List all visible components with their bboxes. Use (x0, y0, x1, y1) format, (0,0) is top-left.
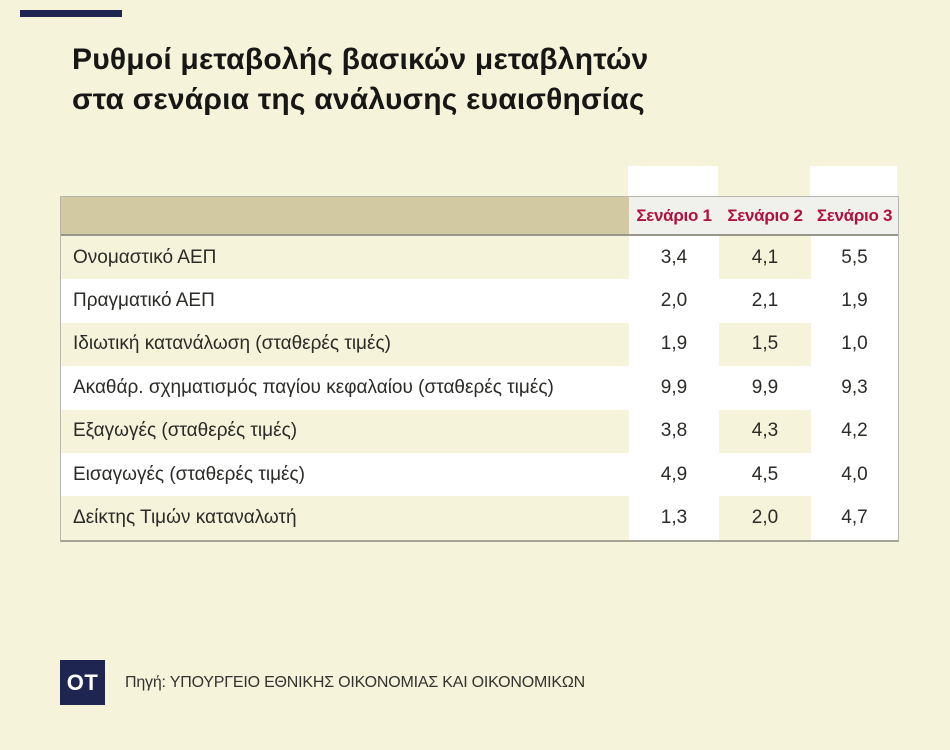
column-header-scenario-2: Σενάριο 2 (719, 197, 811, 234)
row-label: Πραγματικό ΑΕΠ (61, 279, 629, 323)
table-row: Ονομαστικό ΑΕΠ 3,4 4,1 5,5 (61, 236, 898, 280)
sensitivity-scenarios-table: Σενάριο 1 Σενάριο 2 Σενάριο 3 Ονομαστικό Α… (60, 196, 899, 542)
value-cell-scenario-3: 1,0 (811, 322, 898, 367)
value-cell-scenario-2: 2,0 (719, 496, 811, 540)
value-cell-scenario-3: 9,3 (811, 366, 898, 410)
table-header-label-cell (61, 197, 629, 234)
footer: OT Πηγή: ΥΠΟΥΡΓΕΙΟ ΕΘΝΙΚΗΣ ΟΙΚΟΝΟΜΙΑΣ ΚΑ… (60, 660, 585, 705)
column-header-scenario-1: Σενάριο 1 (629, 197, 719, 234)
value-cell-scenario-2: 9,9 (719, 366, 811, 410)
ot-logo-text: OT (66, 669, 99, 695)
value-cell-scenario-2: 4,3 (719, 409, 811, 453)
column-highlight-band-scenario1 (628, 166, 718, 196)
value-cell-scenario-3: 1,9 (811, 279, 898, 323)
table-row: Εισαγωγές (σταθερές τιμές) 4,9 4,5 4,0 (61, 452, 898, 497)
accent-bar (20, 10, 122, 17)
value-cell-scenario-2: 1,5 (719, 322, 811, 367)
row-label: Ιδιωτική κατανάλωση (σταθερές τιμές) (61, 322, 629, 367)
ot-logo: OT (60, 660, 105, 705)
row-label: Ακαθάρ. σχηματισμός παγίου κεφαλαίου (στ… (61, 366, 629, 410)
table-row: Εξαγωγές (σταθερές τιμές) 3,8 4,3 4,2 (61, 409, 898, 453)
row-label: Εξαγωγές (σταθερές τιμές) (61, 409, 629, 453)
table-row: Ακαθάρ. σχηματισμός παγίου κεφαλαίου (στ… (61, 366, 898, 410)
value-cell-scenario-1: 3,8 (629, 409, 719, 453)
value-cell-scenario-3: 4,7 (811, 496, 898, 540)
page-title-line2: στα σενάρια της ανάλυσης ευαισθησίας (72, 83, 645, 116)
row-label: Εισαγωγές (σταθερές τιμές) (61, 452, 629, 497)
row-label: Ονομαστικό ΑΕΠ (61, 236, 629, 280)
value-cell-scenario-1: 9,9 (629, 366, 719, 410)
page-title-line1: Ρυθμοί μεταβολής βασικών μεταβλητών (72, 43, 649, 76)
source-text: Πηγή: ΥΠΟΥΡΓΕΙΟ ΕΘΝΙΚΗΣ ΟΙΚΟΝΟΜΙΑΣ ΚΑΙ Ο… (125, 673, 585, 691)
page-title: Ρυθμοί μεταβολής βασικών μεταβλητών στα … (72, 40, 648, 120)
value-cell-scenario-1: 2,0 (629, 279, 719, 323)
value-cell-scenario-2: 2,1 (719, 279, 811, 323)
value-cell-scenario-3: 4,0 (811, 452, 898, 497)
value-cell-scenario-3: 4,2 (811, 409, 898, 453)
value-cell-scenario-1: 1,3 (629, 496, 719, 540)
table-row: Ιδιωτική κατανάλωση (σταθερές τιμές) 1,9 1… (61, 322, 898, 367)
value-cell-scenario-3: 5,5 (811, 236, 898, 280)
column-highlight-band-scenario3 (810, 166, 897, 196)
value-cell-scenario-1: 4,9 (629, 452, 719, 497)
table-row: Πραγματικό ΑΕΠ 2,0 2,1 1,9 (61, 279, 898, 323)
value-cell-scenario-2: 4,5 (719, 452, 811, 497)
table-body: Ονομαστικό ΑΕΠ 3,4 4,1 5,5 Πραγματικό ΑΕΠ 2,0… (61, 236, 898, 540)
table-row: Δείκτης Τιμών καταναλωτή 1,3 2,0 4,7 (61, 496, 898, 540)
value-cell-scenario-1: 3,4 (629, 236, 719, 280)
row-label: Δείκτης Τιμών καταναλωτή (61, 496, 629, 540)
value-cell-scenario-2: 4,1 (719, 236, 811, 280)
table-header-row: Σενάριο 1 Σενάριο 2 Σενάριο 3 (61, 197, 898, 236)
value-cell-scenario-1: 1,9 (629, 322, 719, 367)
column-header-scenario-3: Σενάριο 3 (811, 197, 898, 234)
